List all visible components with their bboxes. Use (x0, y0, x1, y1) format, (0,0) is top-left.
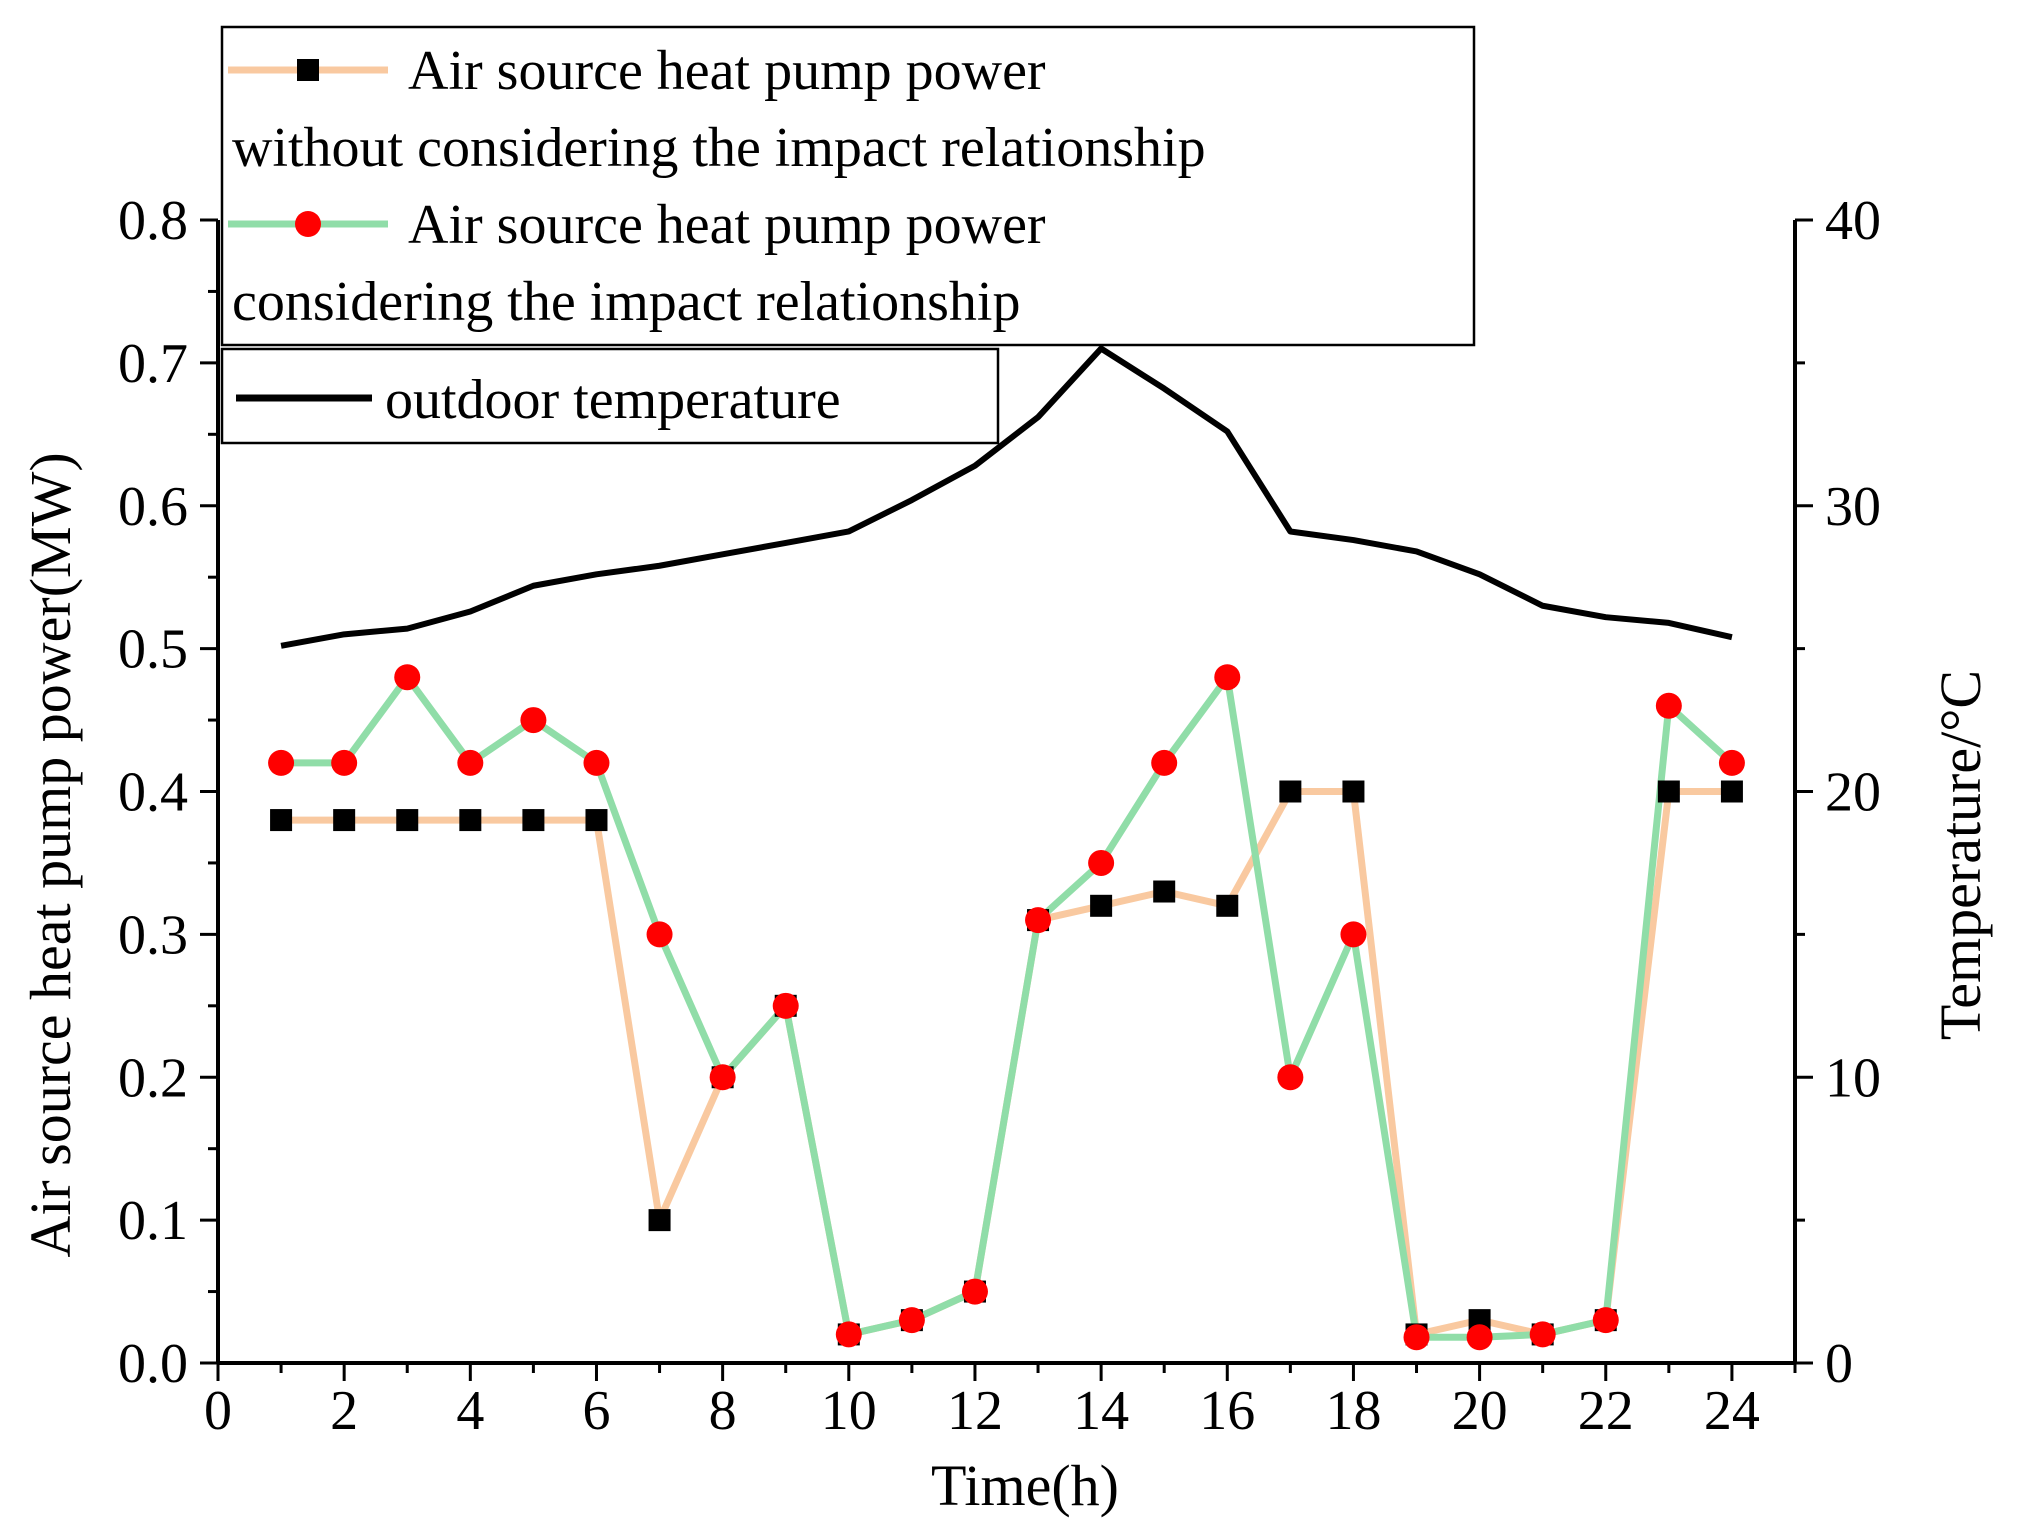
point-square-marker (1216, 894, 1239, 917)
point-circle-marker (520, 707, 547, 734)
point-circle-marker (394, 664, 421, 691)
legend-label-considering-line1: Air source heat pump power (408, 194, 1046, 256)
point-circle-marker (1529, 1321, 1556, 1348)
point-square-marker (522, 809, 545, 832)
y-tick-label: 0.2 (118, 1047, 188, 1109)
legend-swatch-marker-circle (295, 211, 321, 237)
legend-swatch-marker-square (297, 59, 319, 81)
x-tick-label: 2 (330, 1380, 358, 1442)
point-square-marker (1342, 780, 1365, 803)
legend-power-box (220, 25, 1476, 347)
point-circle-marker (835, 1321, 862, 1348)
x-axis-title: Time(h) (931, 1453, 1119, 1518)
point-circle-marker (1340, 921, 1367, 948)
y-tick-label: 0.0 (118, 1333, 188, 1395)
point-circle-marker (1214, 664, 1241, 691)
x-tick-label: 22 (1578, 1380, 1634, 1442)
series-markers (268, 664, 1745, 1351)
point-circle-marker (268, 749, 295, 776)
legend-label-temperature: outdoor temperature (385, 369, 841, 431)
y-tick-label: 0.3 (118, 904, 188, 966)
x-axis-ticks: 0 2 4 6 8 10 12 14 16 18 20 22 24 (204, 1363, 1797, 1442)
point-square-marker (1090, 894, 1113, 917)
point-circle-marker (709, 1064, 736, 1091)
legend-power: Air source heat pump power without consi… (220, 25, 1476, 347)
legend-label-without-line1: Air source heat pump power (408, 40, 1046, 102)
point-square-marker (648, 1209, 671, 1232)
point-circle-marker (1403, 1324, 1430, 1351)
point-square-marker (1720, 780, 1743, 803)
legend-temperature: outdoor temperature (220, 347, 1000, 445)
x-tick-label: 18 (1325, 1380, 1381, 1442)
point-square-marker (1279, 780, 1302, 803)
point-circle-marker (457, 749, 484, 776)
x-tick-label: 12 (947, 1380, 1003, 1442)
point-circle-marker (772, 992, 799, 1019)
y-axis-ticks: 0.0 0.1 0.2 0.3 0.4 0.5 0.6 0.7 0.8 (118, 190, 218, 1395)
y2-tick-label: 30 (1825, 476, 1881, 538)
y-axis-title: Air source heat pump power(MW) (18, 452, 83, 1257)
y2-axis-ticks: 0 10 20 30 40 (1795, 190, 1881, 1395)
point-circle-marker (961, 1278, 988, 1305)
y2-tick-label: 10 (1825, 1047, 1881, 1109)
point-circle-marker (1655, 692, 1682, 719)
y2-tick-label: 20 (1825, 762, 1881, 824)
point-square-marker (585, 809, 608, 832)
point-circle-marker (1025, 907, 1052, 934)
series-line-outdoor-temperature (280, 345, 1733, 649)
y2-tick-label: 0 (1825, 1333, 1853, 1395)
y2-tick-label: 40 (1825, 190, 1881, 252)
series-lines (280, 345, 1735, 1341)
point-circle-marker (583, 749, 610, 776)
x-tick-label: 6 (582, 1380, 610, 1442)
x-tick-label: 16 (1199, 1380, 1255, 1442)
x-tick-label: 20 (1452, 1380, 1508, 1442)
point-square-marker (333, 809, 356, 832)
point-circle-marker (1277, 1064, 1304, 1091)
series-line-considering-impact (281, 673, 1735, 1341)
point-circle-marker (331, 749, 358, 776)
point-circle-marker (1592, 1307, 1619, 1334)
y-tick-label: 0.8 (118, 190, 188, 252)
x-tick-label: 8 (709, 1380, 737, 1442)
point-circle-marker (1718, 749, 1745, 776)
point-circle-marker (1151, 749, 1178, 776)
legend-label-without-line2: without considering the impact relations… (232, 117, 1206, 179)
point-square-marker (1657, 780, 1680, 803)
x-tick-label: 14 (1073, 1380, 1129, 1442)
point-circle-marker (898, 1307, 925, 1334)
point-circle-marker (1088, 849, 1115, 876)
y-tick-label: 0.1 (118, 1190, 188, 1252)
point-circle-marker (646, 921, 673, 948)
point-circle-marker (1466, 1324, 1493, 1351)
point-square-marker (459, 809, 482, 832)
series-line-without-impact (281, 788, 1732, 1338)
x-tick-label: 0 (204, 1380, 232, 1442)
y-tick-label: 0.6 (118, 476, 188, 538)
x-tick-label: 4 (456, 1380, 484, 1442)
y-tick-label: 0.4 (118, 762, 188, 824)
point-square-marker (270, 809, 293, 832)
point-square-marker (1153, 880, 1176, 903)
x-tick-label: 24 (1704, 1380, 1760, 1442)
x-tick-label: 10 (821, 1380, 877, 1442)
y-tick-label: 0.5 (118, 619, 188, 681)
y-tick-label: 0.7 (118, 333, 188, 395)
legend-label-considering-line2: considering the impact relationship (232, 271, 1020, 333)
point-square-marker (396, 809, 419, 832)
y2-axis-title: Temperature/°C (1928, 670, 1993, 1040)
